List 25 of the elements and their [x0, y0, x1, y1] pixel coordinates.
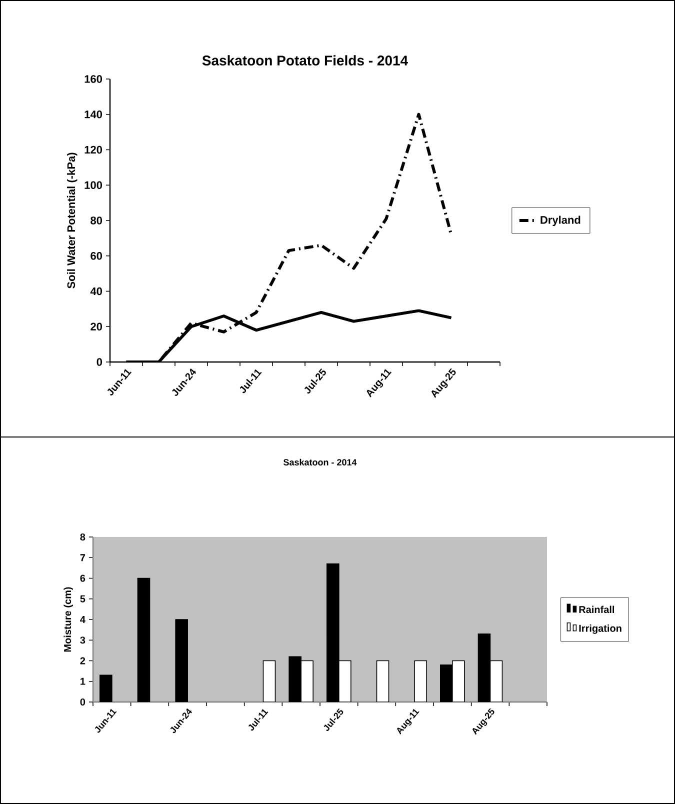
y-tick-label: 6: [80, 574, 86, 582]
y-tick-label: 100: [84, 181, 102, 190]
chart-title: Saskatoon Potato Fields - 2014: [202, 55, 408, 66]
y-tick-label: 7: [80, 554, 86, 562]
y-tick-label: 5: [80, 595, 86, 602]
y-tick-label: 4: [80, 616, 86, 623]
y-axis-title: Soil Water Potential (-kPa): [66, 152, 78, 288]
y-tick-label: 8: [80, 533, 86, 541]
y-tick-label: 0: [96, 358, 102, 366]
chart-title: Saskatoon - 2014: [283, 458, 357, 466]
legend-label: Irrigation: [579, 624, 622, 634]
y-tick-label: 3: [80, 636, 86, 644]
y-tick-label: 60: [90, 252, 102, 260]
y-tick-label: 40: [90, 287, 102, 296]
legend-label: Dryland: [540, 216, 580, 226]
y-tick-label: 160: [84, 75, 102, 83]
y-tick-label: 80: [90, 216, 102, 224]
y-tick-label: 20: [90, 322, 102, 331]
y-tick-label: 120: [84, 146, 102, 154]
y-tick-label: 140: [84, 110, 102, 118]
y-axis-title: Moisture (cm): [64, 587, 74, 652]
y-tick-label: 2: [80, 657, 86, 664]
legend-label: Rainfall: [579, 606, 614, 614]
y-tick-label: 1: [80, 678, 86, 685]
y-tick-label: 0: [80, 698, 86, 706]
